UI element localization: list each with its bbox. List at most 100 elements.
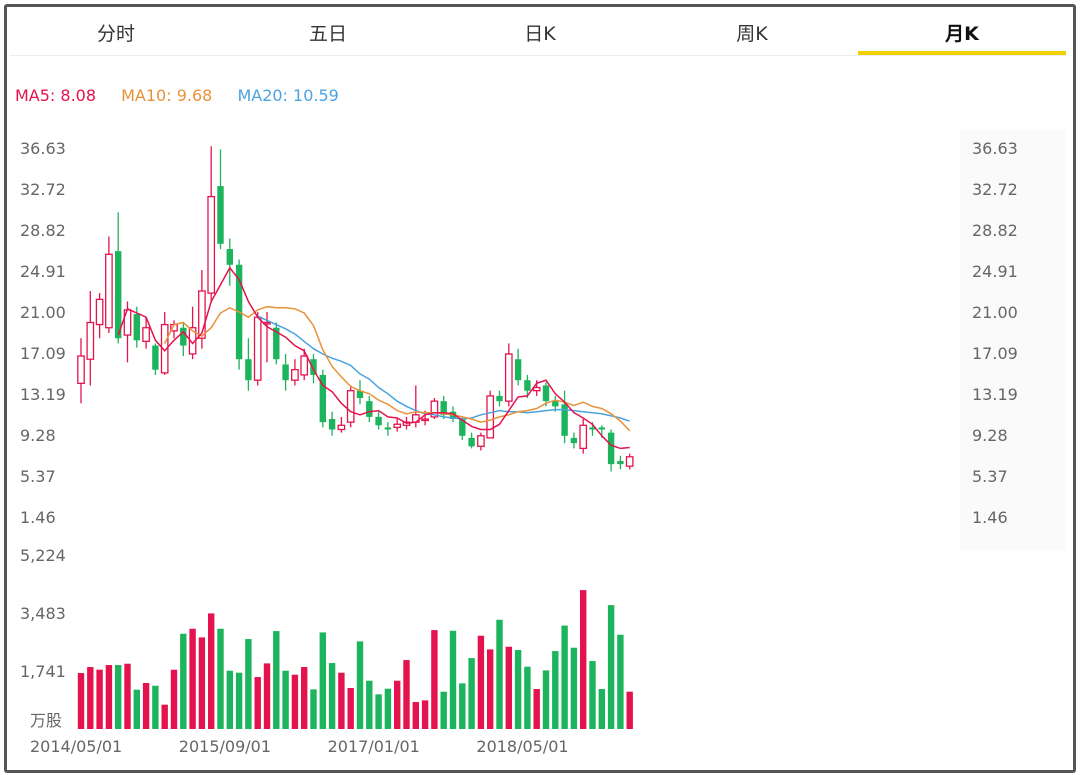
volume-bar: [77, 673, 85, 729]
volume-bar: [356, 641, 364, 729]
price-tick-right: 28.82: [972, 221, 1018, 240]
volume-bar: [366, 680, 373, 729]
candle-body: [226, 249, 233, 265]
candle-body: [346, 390, 355, 423]
candle-body: [504, 353, 513, 402]
candle-body: [152, 345, 159, 370]
price-tick-left: 9.28: [20, 426, 56, 445]
price-tick-left: 1.46: [20, 508, 56, 527]
candle-body: [430, 400, 439, 418]
candle-body: [617, 460, 624, 465]
candle-body: [440, 401, 447, 415]
volume-tick: 3,483: [20, 604, 66, 623]
volume-bar: [142, 683, 150, 729]
volume-bar: [208, 613, 215, 729]
x-axis-tick: 2018/05/01: [476, 737, 568, 756]
price-tick-left: 28.82: [20, 221, 66, 240]
candle-body: [160, 323, 169, 374]
candle-body: [310, 359, 317, 375]
volume-bar: [319, 632, 326, 729]
volume-bar: [421, 700, 429, 729]
right-axis-panel: [960, 130, 1066, 550]
candle-body: [579, 424, 588, 450]
candle-body: [384, 427, 392, 430]
volume-bar: [105, 665, 113, 729]
price-tick-left: 36.63: [20, 139, 66, 158]
price-tick-right: 9.28: [972, 426, 1008, 445]
x-axis-tick: 2015/09/01: [179, 737, 271, 756]
volume-bar: [440, 691, 447, 729]
legend-ma20: MA20: 10.59: [237, 86, 339, 105]
volume-bar: [561, 625, 568, 729]
volume-tick: 5,224: [20, 546, 66, 565]
volume-bar: [170, 669, 178, 729]
tab-weekly-k[interactable]: 周K: [646, 12, 858, 54]
volume-bar: [161, 704, 168, 729]
active-tab-indicator: [858, 51, 1066, 56]
candle-body: [421, 418, 429, 422]
candle-body: [282, 364, 289, 381]
tab-monthly-k[interactable]: 月K: [856, 12, 1068, 56]
price-tick-left: 24.91: [20, 262, 66, 281]
volume-bar: [487, 649, 494, 729]
tab-daily-k[interactable]: 日K: [434, 12, 646, 54]
candle-body: [561, 404, 568, 436]
volume-bar: [338, 672, 345, 729]
volume-bar: [375, 694, 382, 729]
volume-bar: [542, 670, 550, 729]
volume-bar: [496, 619, 503, 729]
tab-five-day[interactable]: 五日: [222, 12, 434, 54]
volume-bar: [607, 605, 615, 729]
volume-bar: [96, 669, 103, 729]
candle-body: [524, 380, 531, 391]
candle-body: [142, 327, 150, 343]
volume-bar: [254, 677, 261, 729]
volume-bar: [505, 646, 512, 729]
candle-body: [496, 395, 503, 402]
volume-bar: [533, 689, 540, 729]
tabs-divider: [10, 55, 1068, 56]
price-tick-right: 32.72: [972, 180, 1018, 199]
candle-body: [468, 437, 475, 447]
candle-body: [375, 416, 382, 426]
price-tick-left: 17.09: [20, 344, 66, 363]
volume-bar: [431, 630, 438, 729]
candle-body: [486, 395, 495, 439]
price-tick-right: 24.91: [972, 262, 1018, 281]
volume-bar: [115, 665, 122, 729]
price-tick-left: 32.72: [20, 180, 66, 199]
price-tick-right: 17.09: [972, 344, 1018, 363]
volume-bar: [180, 633, 187, 729]
price-tick-left: 21.00: [20, 303, 66, 322]
candle-body: [291, 369, 299, 381]
volume-bar: [273, 631, 280, 729]
volume-bar: [245, 639, 252, 729]
price-tick-left: 13.19: [20, 385, 66, 404]
volume-bar: [468, 658, 475, 729]
tab-weekly-k-label: 周K: [736, 23, 768, 45]
volume-bar: [310, 689, 317, 729]
candle-body: [217, 186, 224, 244]
candle-body: [105, 253, 113, 329]
price-tick-right: 13.19: [972, 385, 1018, 404]
candle-body: [393, 423, 402, 429]
ma10-line: [164, 305, 631, 432]
candle-body: [86, 321, 95, 360]
candle-body: [253, 316, 262, 381]
price-tick-right: 21.00: [972, 303, 1018, 322]
price-tick-left: 5.37: [20, 467, 56, 486]
tab-intraday[interactable]: 分时: [10, 12, 222, 54]
ma20-line: [257, 315, 630, 422]
candle-body: [532, 386, 541, 392]
volume-bar: [459, 683, 466, 729]
candle-body: [207, 195, 216, 294]
volume-bar: [412, 702, 419, 729]
x-axis-tick: 2014/05/01: [30, 737, 122, 756]
volume-bar: [403, 660, 410, 729]
tab-monthly-k-label: 月K: [945, 23, 979, 45]
candle-body: [598, 427, 605, 430]
candle-body: [198, 290, 206, 339]
candle-body: [607, 432, 615, 465]
volume-bar: [152, 685, 159, 729]
candle-body: [589, 427, 596, 430]
